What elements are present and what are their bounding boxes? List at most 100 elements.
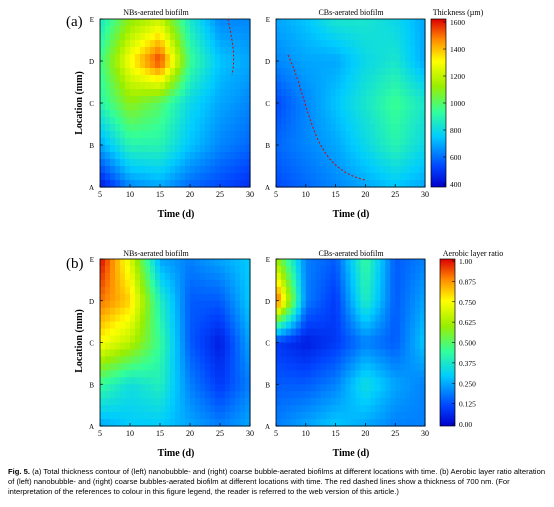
- heatmap-cell: [170, 300, 176, 309]
- heatmap-cell: [355, 180, 362, 188]
- heatmap-cell: [280, 321, 287, 330]
- heatmap-cell: [130, 405, 136, 413]
- heatmap-cell: [315, 300, 322, 309]
- heatmap-cell: [160, 68, 166, 76]
- heatmap-cell: [290, 82, 297, 90]
- heatmap-cell: [330, 103, 337, 111]
- heatmap-cell: [315, 391, 322, 399]
- heatmap-cell: [415, 300, 421, 309]
- heatmap-cell: [235, 286, 241, 295]
- heatmap-cell: [305, 259, 312, 267]
- heatmap-cell: [310, 180, 317, 188]
- heatmap-cell: [110, 356, 116, 364]
- heatmap-cell: [220, 391, 226, 399]
- heatmap-cell: [305, 391, 312, 399]
- heatmap-cell: [355, 321, 362, 330]
- heatmap-cell: [385, 180, 391, 188]
- heatmap-cell: [410, 279, 416, 288]
- heatmap-cell: [276, 286, 282, 295]
- heatmap-cell: [305, 131, 312, 139]
- heatmap-cell: [310, 293, 317, 302]
- heatmap-cell: [300, 152, 307, 160]
- heatmap-cell: [165, 279, 171, 288]
- heatmap-cell: [390, 110, 396, 118]
- heatmap-cell: [100, 89, 106, 97]
- heatmap-cell: [285, 342, 292, 351]
- heatmap-cell: [285, 131, 292, 139]
- heatmap-cell: [100, 96, 106, 104]
- heatmap-cell: [120, 412, 126, 420]
- heatmap-cell: [225, 363, 231, 371]
- heatmap-cell: [140, 398, 146, 406]
- heatmap-cell: [150, 259, 156, 267]
- heatmap-cell: [130, 68, 136, 76]
- heatmap-cell: [180, 68, 186, 76]
- heatmap-cell: [105, 335, 111, 344]
- heatmap-cell: [276, 321, 282, 330]
- heatmap-cell: [415, 40, 421, 48]
- heatmap-cell: [415, 356, 421, 364]
- heatmap-cell: [200, 349, 206, 358]
- heatmap-cell: [310, 279, 317, 288]
- heatmap-cell: [395, 328, 401, 337]
- heatmap-cell: [160, 384, 166, 392]
- heatmap-cell: [195, 328, 201, 337]
- heatmap-cell: [276, 405, 282, 413]
- heatmap-cell: [130, 117, 136, 125]
- heatmap-cell: [105, 131, 111, 139]
- heatmap-cell: [315, 356, 322, 364]
- heatmap-cell: [370, 180, 376, 188]
- heatmap-cell: [305, 342, 312, 351]
- heatmap-cell: [165, 145, 171, 153]
- heatmap-cell: [395, 54, 401, 62]
- heatmap-cell: [390, 173, 396, 181]
- heatmap-cell: [300, 138, 307, 146]
- heatmap-cell: [290, 321, 297, 330]
- heatmap-cell: [290, 405, 297, 413]
- heatmap-cell: [150, 412, 156, 420]
- heatmap-cell: [370, 342, 376, 351]
- heatmap-cell: [415, 349, 421, 358]
- heatmap-cell: [225, 131, 231, 139]
- heatmap-cell: [170, 377, 176, 385]
- heatmap-cell: [370, 19, 376, 27]
- heatmap-cell: [170, 279, 176, 288]
- heatmap-cell: [360, 152, 366, 160]
- heatmap-cell: [410, 26, 416, 34]
- heatmap-cell: [395, 419, 401, 427]
- heatmap-cell: [415, 54, 421, 62]
- heatmap-cell: [390, 89, 396, 97]
- heatmap-cell: [310, 110, 317, 118]
- heatmap-cell: [315, 328, 322, 337]
- heatmap-cell: [395, 40, 401, 48]
- heatmap-cell: [285, 117, 292, 125]
- heatmap-cell: [340, 349, 347, 358]
- heatmap-cell: [240, 286, 246, 295]
- heatmap-cell: [100, 321, 106, 330]
- heatmap-cell: [380, 307, 386, 316]
- heatmap-cell: [200, 307, 206, 316]
- heatmap-cell: [340, 314, 347, 323]
- heatmap-cell: [110, 272, 116, 281]
- panel-label-b: (b): [66, 256, 84, 272]
- heatmap-cell: [100, 138, 106, 146]
- heatmap-cell: [310, 152, 317, 160]
- heatmap-cell: [335, 286, 342, 295]
- heatmap-cell: [290, 96, 297, 104]
- heatmap-cell: [380, 138, 386, 146]
- heatmap-cell: [150, 159, 156, 167]
- heatmap-cell: [370, 40, 376, 48]
- heatmap-cell: [285, 96, 292, 104]
- heatmap-cell: [130, 166, 136, 174]
- heatmap-cell: [330, 412, 337, 420]
- heatmap-cell: [295, 159, 302, 167]
- heatmap-cell: [290, 265, 297, 274]
- heatmap-cell: [410, 152, 416, 160]
- heatmap-cell: [375, 307, 381, 316]
- heatmap-cell: [185, 384, 191, 392]
- heatmap-cell: [335, 398, 342, 406]
- heatmap-cell: [105, 96, 111, 104]
- heatmap-cell: [365, 124, 371, 132]
- heatmap-cell: [335, 40, 342, 48]
- heatmap-cell: [330, 391, 337, 399]
